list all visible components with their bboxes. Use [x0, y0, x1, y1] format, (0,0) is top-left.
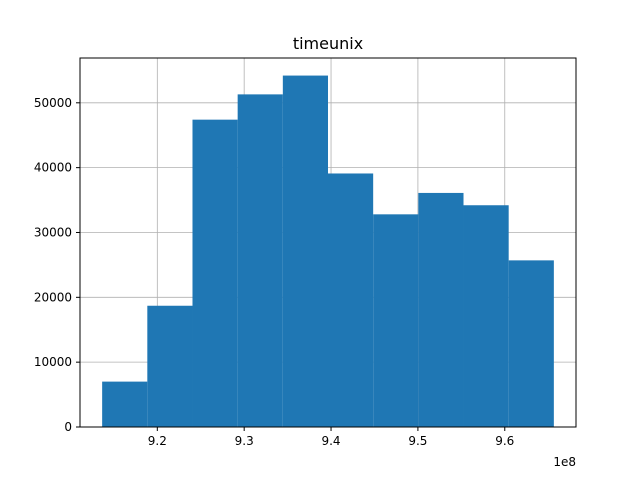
axes-frame	[79, 57, 577, 428]
histogram-bar	[328, 173, 374, 427]
x-tick-label: 9.6	[495, 434, 514, 448]
axis-ticks: 9.2 9.3 9.4 9.5 9.6 0 10000 20000 30000 40000 5000…	[34, 96, 515, 448]
y-tick-label: 20000	[34, 290, 72, 304]
y-tick-label: 50000	[34, 96, 72, 110]
x-tick-label: 9.4	[321, 434, 340, 448]
histogram-bars	[102, 75, 554, 428]
histogram-bar	[508, 260, 554, 427]
histogram-bar	[463, 205, 509, 427]
histogram-bar	[373, 214, 419, 427]
chart-title: timeunix	[293, 34, 363, 53]
y-tick-label: 10000	[34, 355, 72, 369]
histogram-bar	[418, 192, 464, 427]
y-tick-label: 0	[64, 420, 72, 434]
x-tick-label: 9.5	[408, 434, 427, 448]
histogram-bar	[102, 381, 148, 427]
x-tick-label: 9.3	[235, 434, 254, 448]
y-tick-label: 30000	[34, 225, 72, 239]
histogram-bar	[192, 119, 238, 427]
histogram-bar	[237, 94, 283, 427]
histogram-bar	[282, 75, 328, 428]
x-axis-offset-label: 1e8	[553, 455, 576, 469]
y-tick-label: 40000	[34, 161, 72, 175]
histogram-bar	[147, 305, 193, 427]
x-tick-label: 9.2	[148, 434, 167, 448]
